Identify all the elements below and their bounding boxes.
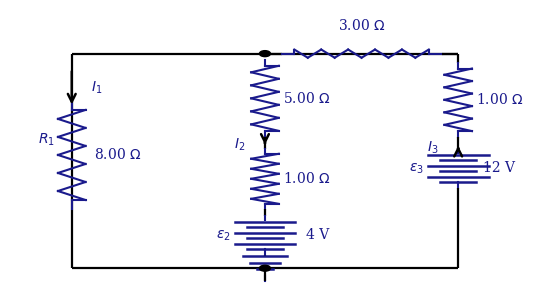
Text: $R_1$: $R_1$ bbox=[39, 132, 55, 148]
Text: 1.00 $\Omega$: 1.00 $\Omega$ bbox=[283, 171, 330, 186]
Text: 5.00 $\Omega$: 5.00 $\Omega$ bbox=[283, 91, 330, 106]
Text: $I_1$: $I_1$ bbox=[91, 80, 103, 96]
Circle shape bbox=[259, 51, 270, 57]
Circle shape bbox=[259, 265, 270, 271]
Text: 4 V: 4 V bbox=[306, 229, 330, 242]
Text: $\epsilon_3$: $\epsilon_3$ bbox=[410, 161, 424, 176]
Text: $\epsilon_2$: $\epsilon_2$ bbox=[216, 228, 231, 243]
Text: 8.00 $\Omega$: 8.00 $\Omega$ bbox=[94, 148, 141, 162]
Text: 3.00 $\Omega$: 3.00 $\Omega$ bbox=[338, 18, 385, 33]
Text: $I_3$: $I_3$ bbox=[427, 139, 439, 156]
Text: $I_2$: $I_2$ bbox=[235, 136, 246, 153]
Text: 1.00 $\Omega$: 1.00 $\Omega$ bbox=[476, 92, 523, 107]
Text: 12 V: 12 V bbox=[483, 162, 515, 175]
